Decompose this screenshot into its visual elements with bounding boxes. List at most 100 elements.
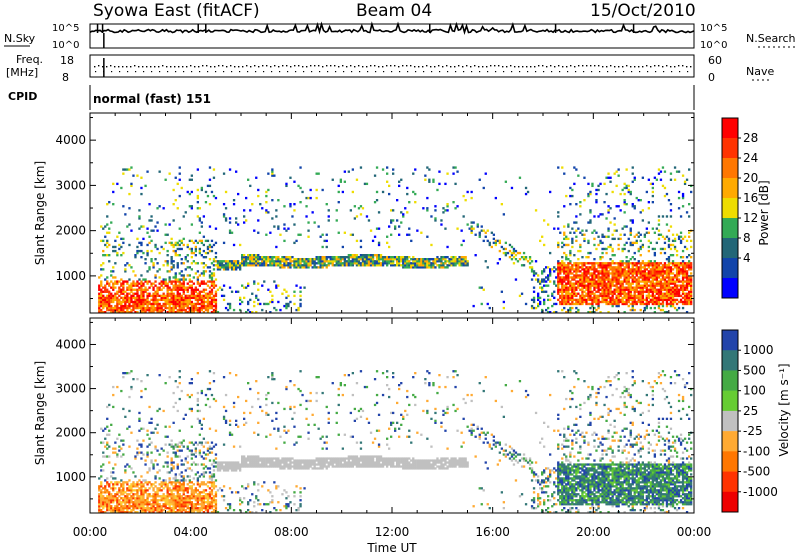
range-cell: [152, 264, 155, 267]
range-cell: [553, 270, 556, 273]
range-cell: [683, 280, 687, 283]
range-cell: [681, 284, 685, 287]
range-cell: [126, 296, 129, 300]
range-cell: [116, 501, 119, 504]
range-cell: [587, 256, 590, 259]
range-cell: [567, 300, 570, 304]
range-cell: [631, 270, 634, 273]
range-cell: [313, 221, 316, 224]
freq-dot: [607, 71, 609, 73]
range-cell: [154, 459, 157, 462]
range-cell: [142, 302, 145, 306]
nave-dot: [626, 65, 628, 67]
range-cell: [635, 272, 638, 275]
range-cell: [657, 288, 661, 291]
range-cell: [613, 266, 616, 269]
range-cell: [136, 485, 139, 488]
range-cell: [178, 300, 181, 304]
range-cell: [140, 311, 143, 314]
range-cell: [166, 298, 169, 302]
range-cell: [677, 266, 681, 269]
range-cell: [160, 489, 163, 492]
range-cell: [448, 262, 451, 265]
range-cell: [172, 421, 175, 424]
range-cell: [299, 233, 302, 236]
nave-dot: [166, 66, 168, 68]
range-cell: [381, 262, 385, 265]
range-cell: [593, 284, 596, 287]
range-cell: [559, 276, 562, 279]
range-cell: [333, 264, 336, 267]
range-cell: [170, 489, 173, 492]
range-cell: [400, 260, 403, 263]
range-cell: [426, 235, 429, 238]
range-cell: [142, 505, 145, 508]
range-cell: [631, 274, 634, 277]
range-cell: [160, 481, 163, 484]
range-cell: [142, 499, 145, 502]
range-cell: [118, 247, 121, 251]
range-cell: [613, 288, 616, 291]
range-cell: [359, 256, 363, 259]
range-cell: [609, 278, 612, 281]
range-cell: [633, 298, 636, 302]
range-cell: [188, 302, 192, 306]
freq-dot: [111, 71, 113, 73]
range-cell: [396, 264, 399, 267]
range-cell: [623, 286, 626, 289]
range-cell: [144, 509, 147, 512]
range-cell: [633, 278, 636, 281]
range-cell: [621, 280, 624, 283]
range-cell: [124, 302, 127, 306]
range-cell: [581, 284, 584, 287]
range-cell: [539, 282, 542, 285]
range-cell: [194, 286, 198, 289]
range-cell: [136, 451, 139, 454]
range-cell: [200, 296, 204, 300]
range-cell: [126, 168, 129, 171]
range-cell: [102, 487, 105, 490]
range-cell: [623, 300, 626, 304]
range-cell: [174, 304, 177, 308]
range-cell: [178, 489, 181, 492]
range-cell: [104, 243, 107, 247]
range-cell: [456, 205, 459, 208]
range-cell: [104, 302, 107, 306]
range-cell: [257, 262, 260, 265]
range-cell: [363, 262, 367, 265]
range-cell: [561, 290, 564, 293]
range-cell: [140, 445, 143, 448]
range-cell: [108, 507, 111, 510]
range-cell: [273, 264, 276, 267]
range-cell: [581, 256, 584, 259]
range-cell: [108, 485, 111, 488]
range-cell: [136, 288, 139, 291]
range-cell: [150, 459, 153, 462]
range-cell: [482, 239, 485, 243]
range-cell: [587, 302, 590, 306]
range-cell: [651, 286, 655, 289]
range-cell: [688, 260, 691, 263]
range-cell: [148, 203, 151, 206]
range-cell: [470, 225, 473, 228]
range-cell: [162, 294, 165, 298]
range-cell: [530, 268, 534, 271]
range-cell: [164, 483, 167, 486]
range-cell: [232, 308, 236, 312]
range-cell: [647, 302, 651, 306]
range-cell: [122, 376, 125, 379]
range-cell: [581, 290, 584, 293]
range-cell: [174, 311, 177, 314]
range-cell: [212, 258, 216, 261]
range-cell: [518, 258, 522, 261]
range-cell: [553, 302, 556, 306]
range-cell: [214, 292, 218, 295]
range-cell: [629, 233, 632, 236]
range-cell: [688, 298, 691, 302]
range-cell: [100, 481, 103, 484]
range-cell: [295, 262, 298, 265]
range-cell: [577, 276, 580, 279]
range-cell: [410, 264, 413, 267]
range-cell: [371, 262, 375, 265]
range-cell: [561, 264, 564, 267]
